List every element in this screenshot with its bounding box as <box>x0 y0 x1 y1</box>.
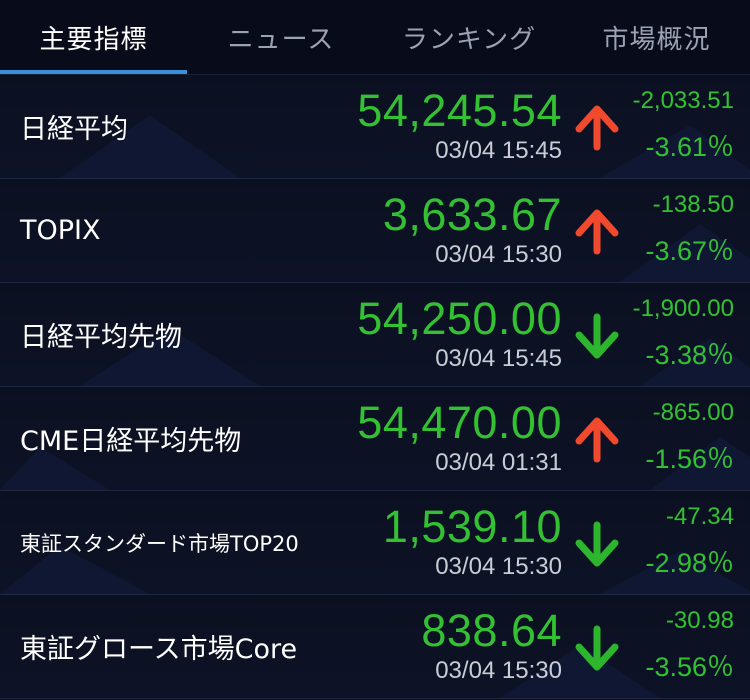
index-name: 日経平均 <box>20 114 128 145</box>
change-value: -47.34 <box>665 503 734 530</box>
index-name: 東証グロース市場Core <box>20 634 298 665</box>
index-price: 838.64 <box>421 605 562 656</box>
update-time: 03/04 15:30 <box>435 657 562 684</box>
index-row[interactable]: 日経平均 54,245.54 03/04 15:45 -2,033.51 -3.… <box>0 75 750 179</box>
tab-main-indicators[interactable]: 主要指標 <box>39 24 148 55</box>
change-percent: -3.56％ <box>645 652 734 682</box>
update-time: 03/04 01:31 <box>435 449 562 476</box>
tab-bar: 主要指標 ニュース ランキング 市場概況 <box>0 0 750 75</box>
update-time: 03/04 15:30 <box>435 241 562 268</box>
update-time: 03/04 15:30 <box>435 553 562 580</box>
index-name: CME日経平均先物 <box>20 426 242 457</box>
arrow-up-icon <box>575 209 619 255</box>
arrow-down-icon <box>575 625 619 671</box>
change-value: -2,033.51 <box>632 87 734 114</box>
index-list: 日経平均 54,245.54 03/04 15:45 -2,033.51 -3.… <box>0 75 750 699</box>
index-name: TOPIX <box>20 215 101 246</box>
change-percent: -3.67％ <box>645 236 734 266</box>
arrow-down-icon <box>575 521 619 567</box>
index-row[interactable]: CME日経平均先物 54,470.00 03/04 01:31 -865.00 … <box>0 387 750 491</box>
change-percent: -2.98％ <box>645 548 734 578</box>
change-value: -30.98 <box>665 607 734 634</box>
arrow-up-icon <box>575 105 619 151</box>
index-row[interactable]: 東証スタンダード市場TOP20 1,539.10 03/04 15:30 -47… <box>0 491 750 595</box>
update-time: 03/04 15:45 <box>435 345 562 372</box>
index-row[interactable]: 東証グロース市場Core 838.64 03/04 15:30 -30.98 -… <box>0 595 750 699</box>
change-value: -865.00 <box>652 399 734 426</box>
change-value: -1,900.00 <box>632 295 734 322</box>
index-row[interactable]: 日経平均先物 54,250.00 03/04 15:45 -1,900.00 -… <box>0 283 750 387</box>
index-price: 54,470.00 <box>357 397 562 448</box>
index-name: 東証スタンダード市場TOP20 <box>20 531 299 556</box>
active-tab-indicator <box>0 70 187 74</box>
change-percent: -3.38％ <box>645 340 734 370</box>
index-price: 54,250.00 <box>357 293 562 344</box>
index-price: 54,245.54 <box>357 85 562 136</box>
arrow-down-icon <box>575 313 619 359</box>
background-mountain-decoration <box>620 224 750 282</box>
index-row[interactable]: TOPIX 3,633.67 03/04 15:30 -138.50 -3.67… <box>0 179 750 283</box>
change-value: -138.50 <box>652 191 734 218</box>
tab-ranking[interactable]: ランキング <box>401 24 537 55</box>
tab-market-overview[interactable]: 市場概況 <box>602 24 711 55</box>
change-percent: -3.61％ <box>645 132 734 162</box>
index-name: 日経平均先物 <box>20 322 182 353</box>
change-percent: -1.56％ <box>645 444 734 474</box>
arrow-up-icon <box>575 417 619 463</box>
index-price: 3,633.67 <box>382 189 562 240</box>
update-time: 03/04 15:45 <box>435 137 562 164</box>
tab-news[interactable]: ニュース <box>227 24 335 55</box>
index-price: 1,539.10 <box>382 501 562 552</box>
